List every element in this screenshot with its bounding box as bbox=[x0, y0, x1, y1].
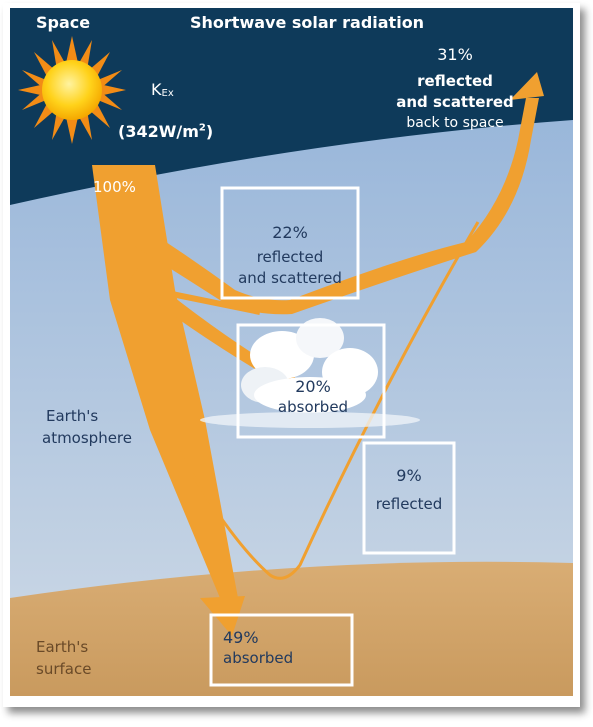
intensity-suffix: ) bbox=[205, 122, 214, 141]
clouds-absorbed-label: 20% absorbed bbox=[258, 376, 368, 418]
surface-line1: Earth's bbox=[36, 638, 89, 656]
clouds-reflected-line2: and scattered bbox=[238, 269, 342, 287]
frame-clouds-absorbed bbox=[236, 323, 386, 439]
atmosphere-label: Earth's atmosphere bbox=[42, 405, 132, 449]
clouds-absorbed-percent: 20% bbox=[295, 377, 331, 396]
space-reflected-line1: reflected bbox=[417, 72, 493, 90]
surface-absorbed-label: 49% absorbed bbox=[211, 627, 343, 669]
clouds-absorbed-line1: absorbed bbox=[277, 398, 349, 416]
space-band bbox=[10, 8, 573, 205]
frame-surface-reflected bbox=[362, 441, 456, 555]
clouds-reflected-label: 22% reflected and scattered bbox=[222, 222, 358, 289]
surface-reflected-label: 9% reflected bbox=[364, 465, 454, 515]
source-intensity: (342W/m2) bbox=[118, 122, 213, 141]
clouds-reflected-percent: 22% bbox=[272, 223, 308, 242]
source-symbol: KEx bbox=[151, 80, 174, 99]
surface-reflected-line1: reflected bbox=[375, 495, 443, 513]
cloud-thin-arrow bbox=[151, 287, 261, 315]
intensity-exp: 2 bbox=[198, 122, 206, 134]
space-arrowhead bbox=[510, 72, 544, 100]
surface-line2: surface bbox=[36, 660, 92, 678]
space-reflected-label: 31% reflected and scattered back to spac… bbox=[380, 44, 530, 134]
atmosphere-line2: atmosphere bbox=[42, 429, 132, 447]
intensity-prefix: (342W/m bbox=[118, 122, 199, 141]
sun-icon bbox=[18, 36, 126, 144]
source-percent: 100% bbox=[93, 178, 136, 196]
source-symbol-main: K bbox=[151, 80, 162, 99]
space-reflected-line3: back to space bbox=[406, 115, 504, 131]
surface-reflected-percent: 9% bbox=[396, 466, 422, 485]
clouds-reflected-line1: reflected bbox=[256, 248, 324, 266]
surface-label: Earth's surface bbox=[36, 636, 91, 680]
source-symbol-sub: Ex bbox=[161, 88, 174, 99]
space-label: Space bbox=[36, 13, 91, 32]
surface-absorbed-line1: absorbed bbox=[223, 649, 294, 667]
space-reflected-line2: and scattered bbox=[396, 93, 514, 111]
atmosphere-line1: Earth's bbox=[46, 407, 99, 425]
surface-band bbox=[10, 561, 573, 696]
frame-surface-absorbed bbox=[209, 613, 354, 687]
space-reflected-percent: 31% bbox=[437, 45, 473, 64]
surface-reflect-arrow bbox=[176, 221, 480, 580]
surface-absorbed-percent: 49% bbox=[223, 628, 259, 647]
cloud-icon bbox=[200, 318, 420, 428]
frame-clouds-reflected bbox=[220, 186, 360, 300]
diagram-title: Shortwave solar radiation bbox=[190, 13, 425, 32]
reflected-space-arrow bbox=[112, 98, 539, 315]
